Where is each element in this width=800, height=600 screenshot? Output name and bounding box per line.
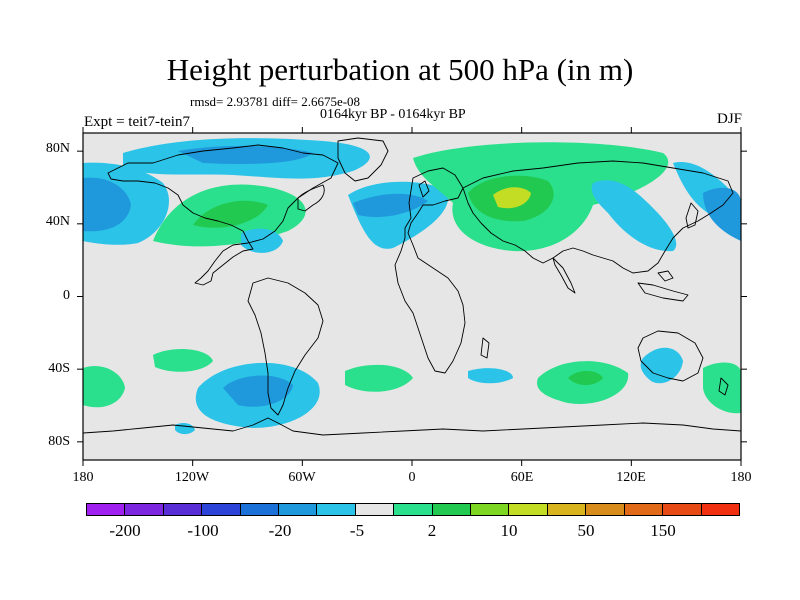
world-map xyxy=(77,127,747,466)
map-panel xyxy=(77,127,747,466)
coastlines xyxy=(83,137,741,436)
lat-tick-label: 40N xyxy=(45,214,70,229)
colorbar-swatch xyxy=(279,504,318,515)
colorbar-label: -5 xyxy=(349,521,365,540)
lon-tick-label: 120E xyxy=(616,470,646,485)
lon-tick-label: 120W xyxy=(174,470,210,485)
lon-tick-label: 60W xyxy=(288,470,316,485)
colorbar-swatch xyxy=(355,504,395,515)
lon-tick-label: 180 xyxy=(730,470,752,485)
anomaly-australia xyxy=(640,347,683,384)
colorbar-swatch xyxy=(394,504,433,515)
anomaly-far-south-pacific xyxy=(703,362,741,414)
anomaly-south-atlantic-neg xyxy=(468,368,513,384)
colorbar-swatch xyxy=(547,504,587,515)
colorbar-label: -200 xyxy=(109,521,141,540)
anomaly-south-west-pacific xyxy=(83,365,125,408)
plot-title: Height perturbation at 500 hPa (in m) xyxy=(166,52,634,87)
colorbar-swatch xyxy=(624,504,664,515)
experiment-label: Expt = teit7-tein7 xyxy=(84,114,190,130)
colorbar-swatch xyxy=(471,504,510,515)
colorbar-swatch xyxy=(163,504,203,515)
lat-tick-label: 80S xyxy=(48,434,70,449)
colorbar-label: -20 xyxy=(268,521,292,540)
anomaly-south-pacific-core xyxy=(223,375,293,407)
colorbar-swatch xyxy=(432,504,472,515)
anomaly-eurasia-core xyxy=(493,187,531,209)
colorbar-swatch xyxy=(125,504,164,515)
lon-tick-label: 0 xyxy=(408,470,416,485)
colorbar xyxy=(86,503,740,516)
lat-tick-label: 40S xyxy=(48,361,70,376)
lat-tick-label: 0 xyxy=(63,288,70,303)
anomaly-south-atlantic xyxy=(345,364,413,392)
stats-label: rmsd= 2.93781 diff= 2.6675e-08 xyxy=(190,94,361,109)
anomaly-northwest-pacific xyxy=(591,180,677,252)
lon-tick-label: 180 xyxy=(72,470,94,485)
anomaly-south-east-pacific xyxy=(153,349,213,372)
colorbar-swatch xyxy=(701,504,739,515)
colorbar-swatch xyxy=(317,504,356,515)
anomaly-north-pacific-core xyxy=(83,177,131,232)
colorbar-label: 50 xyxy=(577,521,595,540)
colorbar-label: -100 xyxy=(187,521,219,540)
anomaly-contours xyxy=(83,138,741,435)
season-label: DJF xyxy=(716,111,742,127)
colorbar-swatch xyxy=(586,504,625,515)
colorbar-swatch xyxy=(509,504,548,515)
anomaly-south-indian-core xyxy=(568,370,603,386)
colorbar-label: 2 xyxy=(427,521,437,540)
colorbar-swatch xyxy=(240,504,280,515)
plot-subtitle: 0164kyr BP - 0164kyr BP xyxy=(320,107,466,122)
lat-tick-label: 80N xyxy=(45,141,70,156)
lon-tick-label: 60E xyxy=(510,470,534,485)
anomaly-bering xyxy=(703,187,741,241)
colorbar-swatch xyxy=(202,504,241,515)
colorbar-swatch xyxy=(87,504,126,515)
colorbar-label: 150 xyxy=(650,521,676,540)
colorbar-label: 10 xyxy=(500,521,518,540)
axis-ticks xyxy=(77,127,747,466)
colorbar-swatch xyxy=(663,504,702,515)
anomaly-west-na-core xyxy=(193,200,268,228)
